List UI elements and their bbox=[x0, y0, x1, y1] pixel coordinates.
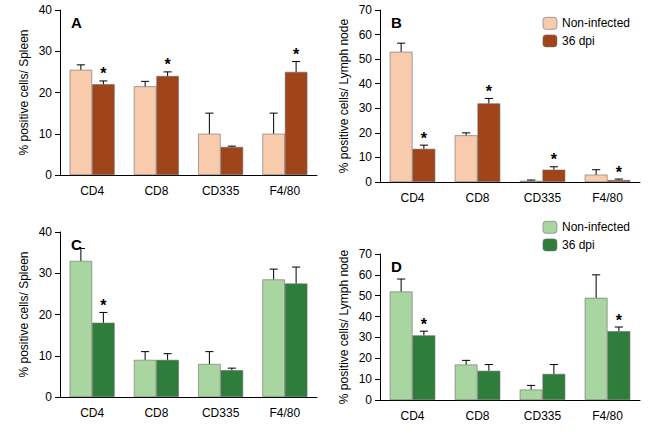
svg-text:% positive cells/ Spleen: % positive cells/ Spleen bbox=[17, 251, 31, 377]
svg-text:40: 40 bbox=[359, 310, 373, 324]
svg-text:*: * bbox=[293, 46, 300, 63]
svg-text:CD4: CD4 bbox=[80, 184, 104, 198]
svg-text:F4/80: F4/80 bbox=[592, 191, 623, 205]
svg-text:CD8: CD8 bbox=[144, 184, 168, 198]
svg-text:20: 20 bbox=[39, 86, 53, 100]
svg-text:F4/80: F4/80 bbox=[592, 409, 623, 423]
svg-text:20: 20 bbox=[359, 126, 373, 140]
svg-text:CD335: CD335 bbox=[524, 191, 562, 205]
svg-text:F4/80: F4/80 bbox=[270, 406, 301, 420]
svg-text:70: 70 bbox=[359, 3, 373, 17]
svg-text:CD335: CD335 bbox=[524, 409, 562, 423]
svg-text:F4/80: F4/80 bbox=[270, 184, 301, 198]
svg-text:CD335: CD335 bbox=[202, 406, 240, 420]
svg-text:40: 40 bbox=[359, 77, 373, 91]
svg-text:36 dpi: 36 dpi bbox=[562, 238, 595, 252]
svg-text:10: 10 bbox=[359, 372, 373, 386]
svg-text:70: 70 bbox=[359, 247, 373, 261]
svg-text:Non-infected: Non-infected bbox=[562, 16, 630, 30]
svg-text:*: * bbox=[616, 312, 623, 329]
svg-text:10: 10 bbox=[39, 127, 53, 141]
svg-text:36 dpi: 36 dpi bbox=[562, 34, 595, 48]
svg-text:30: 30 bbox=[359, 330, 373, 344]
svg-text:*: * bbox=[100, 297, 107, 314]
svg-text:30: 30 bbox=[39, 266, 53, 280]
svg-text:0: 0 bbox=[365, 175, 372, 189]
svg-text:*: * bbox=[165, 56, 172, 73]
svg-text:CD4: CD4 bbox=[400, 191, 424, 205]
svg-text:20: 20 bbox=[359, 351, 373, 365]
svg-text:*: * bbox=[100, 65, 107, 82]
svg-text:50: 50 bbox=[359, 289, 373, 303]
svg-text:0: 0 bbox=[365, 393, 372, 407]
svg-text:CD4: CD4 bbox=[400, 409, 424, 423]
svg-text:30: 30 bbox=[39, 44, 53, 58]
svg-text:% positive cells/ Lymph node: % positive cells/ Lymph node bbox=[337, 250, 351, 405]
svg-text:60: 60 bbox=[359, 28, 373, 42]
svg-text:60: 60 bbox=[359, 268, 373, 282]
svg-text:*: * bbox=[551, 151, 558, 168]
svg-text:C: C bbox=[71, 236, 82, 253]
svg-text:% positive cells/ Spleen: % positive cells/ Spleen bbox=[17, 29, 31, 155]
svg-text:0: 0 bbox=[45, 168, 52, 182]
svg-text:A: A bbox=[71, 14, 82, 31]
svg-text:40: 40 bbox=[39, 3, 53, 17]
svg-text:*: * bbox=[421, 130, 428, 147]
svg-text:30: 30 bbox=[359, 101, 373, 115]
svg-text:50: 50 bbox=[359, 52, 373, 66]
svg-text:Non-infected: Non-infected bbox=[562, 220, 630, 234]
svg-text:*: * bbox=[486, 83, 493, 100]
svg-text:CD8: CD8 bbox=[465, 409, 489, 423]
svg-text:CD8: CD8 bbox=[144, 406, 168, 420]
svg-text:10: 10 bbox=[39, 349, 53, 363]
svg-text:CD8: CD8 bbox=[465, 191, 489, 205]
svg-text:B: B bbox=[391, 14, 402, 31]
svg-text:% positive cells/ Lymph node: % positive cells/ Lymph node bbox=[337, 19, 351, 174]
svg-text:20: 20 bbox=[39, 308, 53, 322]
svg-text:40: 40 bbox=[39, 225, 53, 239]
svg-text:10: 10 bbox=[359, 150, 373, 164]
svg-text:D: D bbox=[391, 258, 402, 275]
svg-text:0: 0 bbox=[45, 390, 52, 404]
svg-text:*: * bbox=[421, 316, 428, 333]
svg-text:CD4: CD4 bbox=[80, 406, 104, 420]
svg-text:*: * bbox=[616, 164, 623, 181]
svg-text:CD335: CD335 bbox=[202, 184, 240, 198]
